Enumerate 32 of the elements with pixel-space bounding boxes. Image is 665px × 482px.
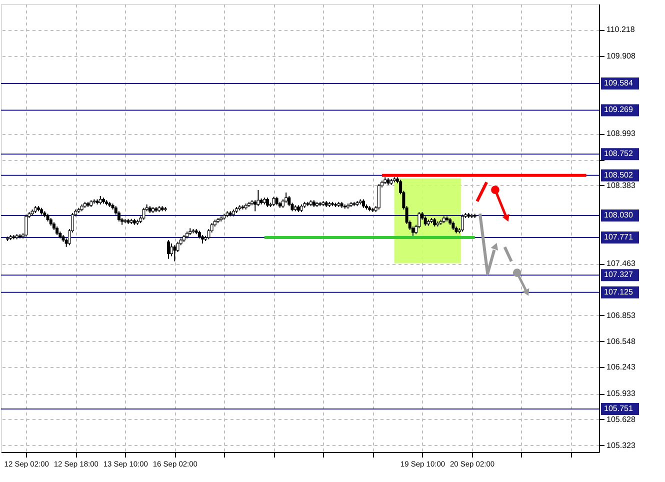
y-tick-label: 106.548 xyxy=(606,336,636,346)
ref-line-label: 108.030 xyxy=(604,210,634,220)
y-tick-label: 105.628 xyxy=(606,414,636,424)
candlestick xyxy=(460,214,464,232)
candlestick xyxy=(288,195,291,207)
ref-line-label: 108.752 xyxy=(604,149,634,158)
candlestick xyxy=(24,214,28,238)
ref-line-label: 109.584 xyxy=(604,78,634,88)
candlestick xyxy=(142,207,146,220)
candlestick xyxy=(424,216,427,226)
y-tick-label: 106.243 xyxy=(606,362,636,372)
candlestick xyxy=(272,196,276,207)
candlestick xyxy=(256,189,260,207)
y-tick-label: 106.853 xyxy=(606,310,636,320)
candlestick xyxy=(254,200,257,212)
y-tick-label: 108.383 xyxy=(606,180,636,190)
candlestick xyxy=(173,244,176,262)
y-tick-label: 105.323 xyxy=(606,440,636,450)
y-tick-label: 110.218 xyxy=(606,25,636,34)
ref-line-label: 105.751 xyxy=(604,404,634,414)
candlestick xyxy=(166,240,170,260)
candlestick xyxy=(377,184,380,210)
y-tick-label: 109.908 xyxy=(606,51,636,60)
ref-line-label: 107.771 xyxy=(604,232,634,242)
candlestick xyxy=(266,197,270,208)
ref-line-label: 107.327 xyxy=(604,270,634,280)
ref-line-label: 107.125 xyxy=(604,287,634,296)
y-tick-label: 105.933 xyxy=(606,389,636,398)
y-tick-label: 107.463 xyxy=(606,259,636,268)
ref-line-label: 108.502 xyxy=(604,170,634,180)
y-tick-label: 108.993 xyxy=(606,129,636,138)
ref-line-label: 109.269 xyxy=(604,105,634,114)
